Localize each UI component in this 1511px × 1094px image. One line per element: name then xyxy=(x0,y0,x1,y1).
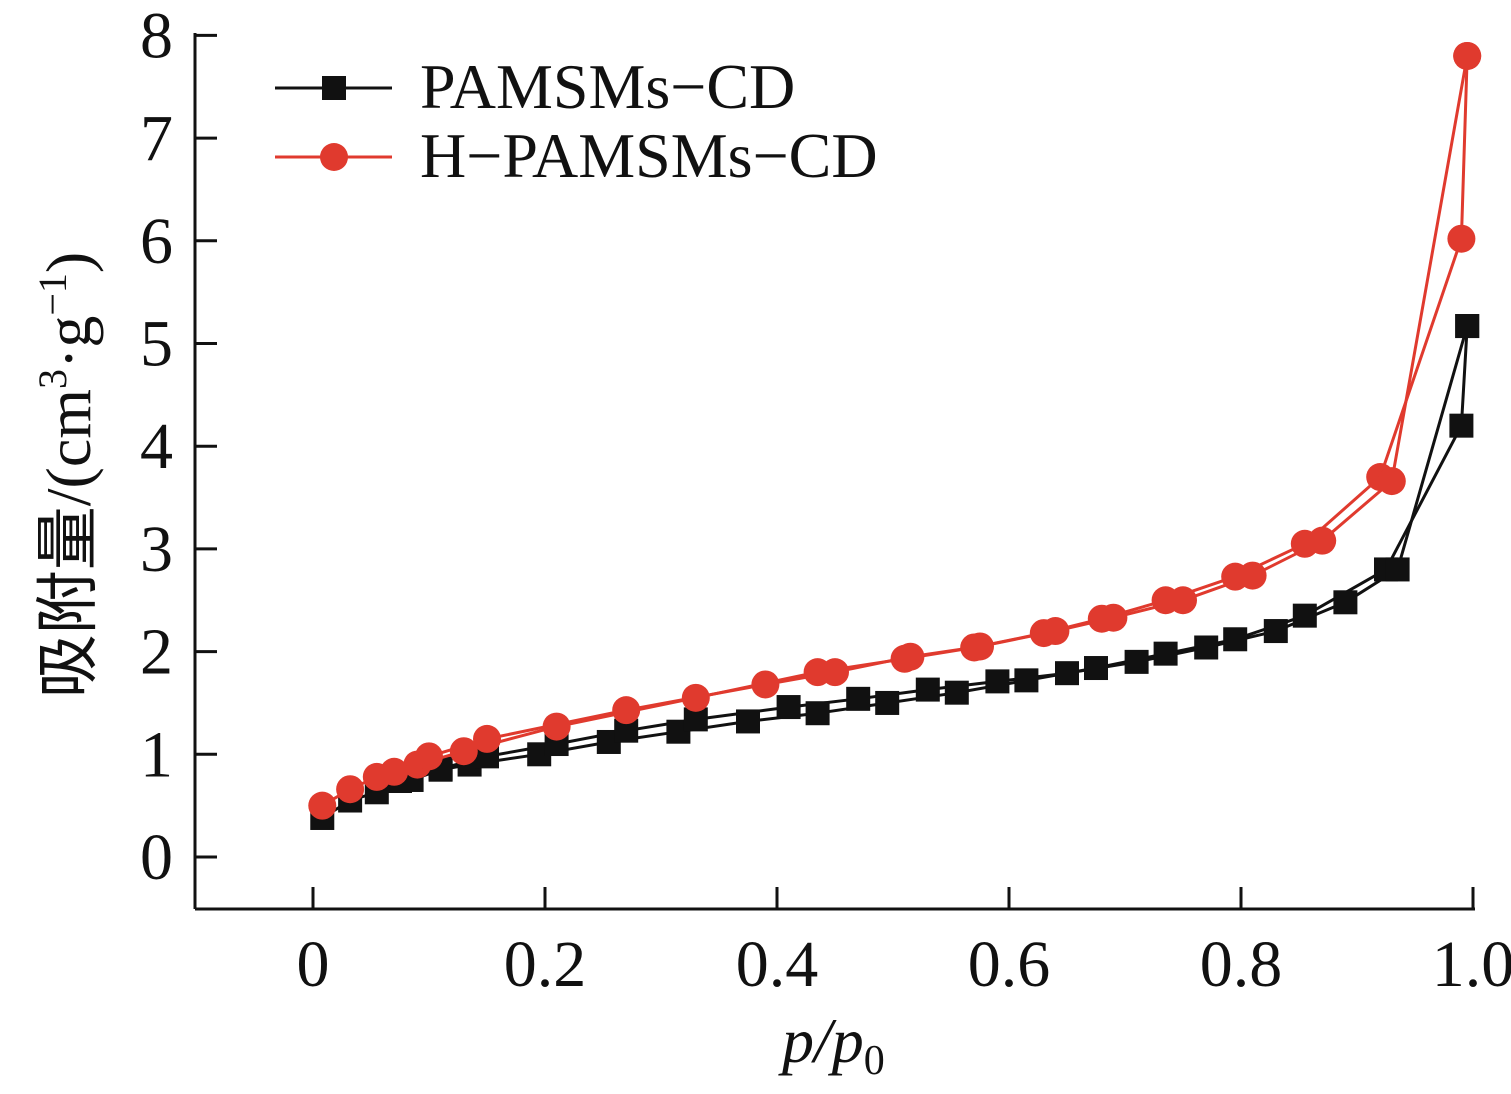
legend-label-series-1: PAMSMs−CD xyxy=(420,51,795,122)
x-ticks: 0 0.2 0.4 0.6 0.8 1.0 xyxy=(297,887,1511,1001)
data-point-circle xyxy=(966,632,994,661)
data-point-circle xyxy=(380,757,409,786)
data-point-square xyxy=(1292,603,1317,628)
data-point-circle xyxy=(1453,41,1482,70)
data-point-square xyxy=(1124,649,1149,674)
data-point-circle xyxy=(542,712,571,741)
y-tick-label: 0 xyxy=(140,821,173,894)
y-tick-label: 8 xyxy=(140,0,173,72)
y-axis-title-sup2: −1 xyxy=(30,273,75,316)
data-point-square xyxy=(1223,627,1248,652)
y-axis-title-mid: ·g xyxy=(33,316,104,369)
data-point-circle xyxy=(821,658,849,687)
data-point-circle xyxy=(473,724,501,753)
data-point-circle xyxy=(1377,467,1406,496)
data-point-circle xyxy=(308,791,337,820)
x-axis-title-sub: 0 xyxy=(864,1038,885,1084)
data-point-square xyxy=(1385,557,1410,582)
legend-label-series-2: H−PAMSMs−CD xyxy=(420,120,878,191)
y-tick-label: 7 xyxy=(140,102,173,175)
data-point-circle xyxy=(1447,224,1476,253)
data-point-square xyxy=(776,695,801,720)
y-tick-label: 4 xyxy=(140,410,173,483)
x-tick-label: 0.4 xyxy=(736,928,819,1001)
data-point-square xyxy=(1153,641,1178,666)
data-point-circle xyxy=(751,670,780,699)
data-point-square xyxy=(915,677,940,702)
x-tick-label: 1.0 xyxy=(1432,928,1511,1001)
y-tick-label: 2 xyxy=(140,616,173,689)
legend: PAMSMs−CD H−PAMSMs−CD xyxy=(275,51,878,191)
legend-marker-series-1 xyxy=(322,76,346,100)
data-point-square xyxy=(1084,656,1108,681)
data-point-square xyxy=(1055,661,1079,686)
data-point-circle xyxy=(896,642,925,671)
data-point-circle xyxy=(612,696,641,725)
data-point-circle xyxy=(681,683,710,712)
x-tick-label: 0.2 xyxy=(504,928,587,1001)
legend-marker-series-2 xyxy=(320,143,348,171)
x-tick-label: 0.6 xyxy=(968,928,1051,1001)
data-point-circle xyxy=(336,775,365,804)
y-tick-label: 3 xyxy=(140,513,173,586)
data-point-circle xyxy=(1041,617,1070,646)
data-point-circle xyxy=(1169,586,1197,615)
data-point-square xyxy=(1333,590,1358,615)
data-point-square xyxy=(944,680,969,705)
y-ticks: 0 1 2 3 4 5 6 7 8 xyxy=(140,0,217,894)
data-point-square xyxy=(736,709,760,734)
y-tick-label: 6 xyxy=(140,205,173,278)
y-tick-label: 5 xyxy=(140,308,173,381)
x-tick-label: 0.8 xyxy=(1200,928,1283,1001)
series-layer xyxy=(308,41,1482,830)
data-point-square xyxy=(846,686,871,711)
y-axis-title-suffix: ) xyxy=(33,252,104,273)
data-point-circle xyxy=(415,742,443,771)
data-point-circle xyxy=(1099,603,1128,632)
y-axis-title: 吸附量/(cm3·g−1) xyxy=(30,252,104,698)
x-axis-title: p/p0 xyxy=(778,1005,885,1084)
data-point-square xyxy=(1194,635,1219,660)
data-point-square xyxy=(1449,413,1474,438)
data-point-circle xyxy=(449,737,478,766)
y-axis-title-prefix: 吸附量/(cm xyxy=(33,389,104,698)
data-point-square xyxy=(985,669,1010,694)
y-tick-label: 1 xyxy=(140,718,173,791)
data-point-square xyxy=(1014,668,1039,693)
data-point-circle xyxy=(1238,561,1267,590)
x-tick-label: 0 xyxy=(297,928,330,1001)
x-axis-title-main: p/p xyxy=(778,1005,864,1076)
data-point-circle xyxy=(1308,526,1337,555)
data-point-square xyxy=(805,701,830,726)
data-point-square xyxy=(1263,619,1288,644)
data-point-square xyxy=(1455,314,1480,339)
data-point-square xyxy=(875,690,900,715)
y-axis-title-sup1: 3 xyxy=(30,369,75,389)
series-2 xyxy=(308,41,1482,820)
